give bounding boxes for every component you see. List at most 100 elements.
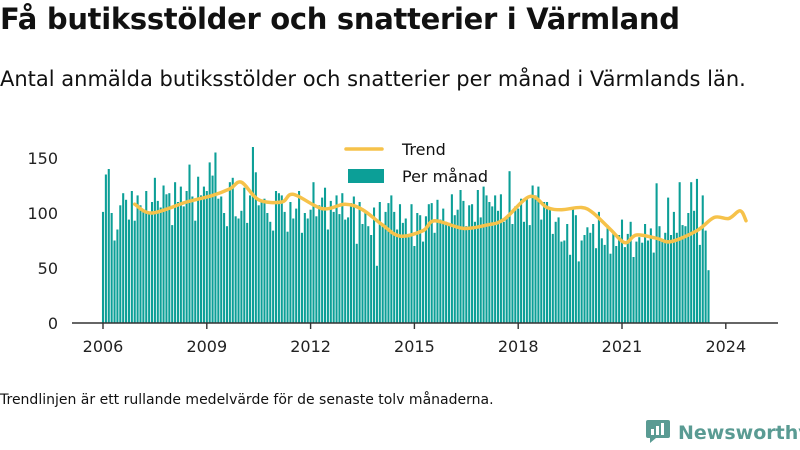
bar xyxy=(646,240,649,323)
bar xyxy=(704,230,707,323)
bar xyxy=(635,241,638,323)
bar xyxy=(130,191,133,323)
bar xyxy=(300,232,303,323)
bar xyxy=(231,177,234,323)
bar xyxy=(378,202,381,323)
bar xyxy=(482,186,485,323)
bar xyxy=(188,164,191,323)
brand-logo[interactable]: Newsworthy xyxy=(645,420,800,446)
bar xyxy=(589,232,592,323)
bar xyxy=(701,195,704,323)
bar xyxy=(620,219,624,323)
bar xyxy=(251,147,254,323)
bar xyxy=(675,232,678,323)
bar xyxy=(326,229,329,323)
bar xyxy=(364,213,367,323)
bar xyxy=(323,187,327,323)
x-tick-label: 2021 xyxy=(602,337,643,356)
bar xyxy=(499,194,502,323)
bar xyxy=(563,240,566,323)
bar xyxy=(289,202,292,323)
bar xyxy=(629,221,632,323)
bar xyxy=(632,257,635,323)
bar xyxy=(424,216,427,323)
bar xyxy=(422,241,425,323)
bar xyxy=(612,231,615,323)
bar xyxy=(554,221,557,323)
bar xyxy=(139,205,142,323)
bar xyxy=(107,169,110,323)
bar xyxy=(661,240,664,323)
bar xyxy=(664,232,667,323)
bar xyxy=(101,211,105,323)
bar xyxy=(214,152,217,323)
bar xyxy=(690,182,693,323)
bar xyxy=(655,183,658,323)
bar xyxy=(156,200,159,323)
bar xyxy=(505,218,508,323)
bar xyxy=(684,226,687,323)
bar xyxy=(667,197,670,323)
legend-bar-label: Per månad xyxy=(402,167,488,186)
bar xyxy=(540,219,543,323)
bar xyxy=(566,224,569,323)
bar xyxy=(361,224,364,323)
bar xyxy=(459,180,462,323)
bar xyxy=(162,185,165,323)
bar xyxy=(672,211,675,323)
bar xyxy=(200,195,203,323)
bar xyxy=(698,244,701,323)
bar xyxy=(508,171,511,323)
bar xyxy=(473,221,476,323)
bar xyxy=(367,226,370,323)
bar xyxy=(502,221,505,323)
bar xyxy=(223,213,226,323)
bar xyxy=(430,203,433,323)
bar xyxy=(306,218,309,323)
bar xyxy=(249,195,252,323)
bar xyxy=(266,213,269,323)
bar xyxy=(104,174,107,323)
bar xyxy=(329,200,332,323)
bar xyxy=(658,226,661,323)
chart-title: Få butiksstölder och snatterier i Värmla… xyxy=(0,2,680,36)
x-tick-label: 2024 xyxy=(705,337,746,356)
bar xyxy=(168,193,171,323)
bar xyxy=(416,213,419,323)
bar xyxy=(174,182,177,323)
bar xyxy=(194,220,197,323)
bar xyxy=(479,217,482,323)
bar xyxy=(142,210,145,323)
bar xyxy=(433,232,436,323)
bar xyxy=(404,218,407,323)
bar xyxy=(595,248,598,323)
bar xyxy=(485,195,488,323)
bar xyxy=(641,242,644,323)
bar xyxy=(413,246,416,323)
bar xyxy=(125,199,128,323)
bar xyxy=(583,235,586,323)
bar xyxy=(511,224,514,323)
legend-bar-swatch xyxy=(348,169,384,183)
bar xyxy=(514,206,517,323)
bar xyxy=(246,222,249,323)
bar xyxy=(298,191,301,323)
bar xyxy=(638,237,641,323)
bar xyxy=(393,211,396,323)
bar xyxy=(148,214,151,323)
bar xyxy=(225,226,229,323)
bar xyxy=(427,204,430,323)
bar xyxy=(211,175,214,323)
bar xyxy=(447,222,451,323)
bar xyxy=(569,254,572,323)
bar xyxy=(370,235,373,323)
bar xyxy=(373,207,376,323)
bar xyxy=(468,205,471,323)
bar xyxy=(274,191,278,323)
bar xyxy=(191,196,194,323)
bar xyxy=(159,207,162,323)
y-tick-label: 100 xyxy=(27,204,58,223)
bar xyxy=(419,215,422,323)
bar xyxy=(494,195,497,323)
